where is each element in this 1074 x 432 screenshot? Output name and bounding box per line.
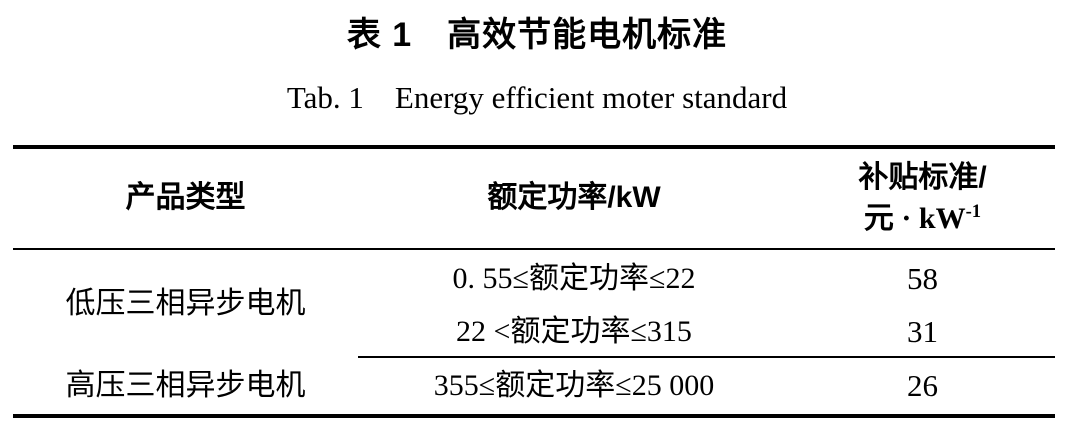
cell-subsidy-value-1: 58 [907, 260, 938, 296]
cell-subsidy-value-2: 31 [907, 313, 938, 349]
header-subsidy-exponent: -1 [965, 200, 982, 222]
header-product-type: 产品类型 [13, 147, 358, 250]
header-rated-power: 额定功率/kW [358, 147, 790, 250]
cell-power-range-2: 22 <额定功率≤315 [456, 314, 692, 348]
cell-product-type-high-voltage: 高压三相异步电机 [65, 368, 306, 402]
table-header-row: 产品类型 额定功率/kW 补贴标准/ 元 · kW-1 [13, 147, 1055, 250]
cell-subsidy-value-3: 26 [790, 356, 1055, 416]
table-row: 22 <额定功率≤315 31 [13, 307, 1055, 357]
motor-standard-table: 产品类型 额定功率/kW 补贴标准/ 元 · kW-1 低压三相异步电机 0. … [13, 145, 1055, 418]
cell-power-range-1: 0. 55≤额定功率≤22 [452, 261, 696, 295]
header-subsidy-unit: 元 · kW [863, 201, 966, 235]
table-row: 高压三相异步电机 355≤额定功率≤25 000 26 [13, 356, 1055, 416]
header-subsidy-line1: 补贴标准/ [858, 161, 987, 194]
table-caption-zh: 表 1 高效节能电机标准 [346, 16, 728, 54]
header-subsidy-line2: 元 · kW-1 [790, 199, 1055, 240]
table-row: 低压三相异步电机 0. 55≤额定功率≤22 58 [13, 249, 1055, 320]
cell-product-type-low-voltage: 低压三相异步电机 [65, 286, 306, 320]
table-caption-en: Tab. 1 Energy efficient moter standard [286, 80, 788, 115]
header-subsidy: 补贴标准/ 元 · kW-1 [790, 147, 1055, 250]
cell-power-range-3: 355≤额定功率≤25 000 [358, 356, 790, 416]
